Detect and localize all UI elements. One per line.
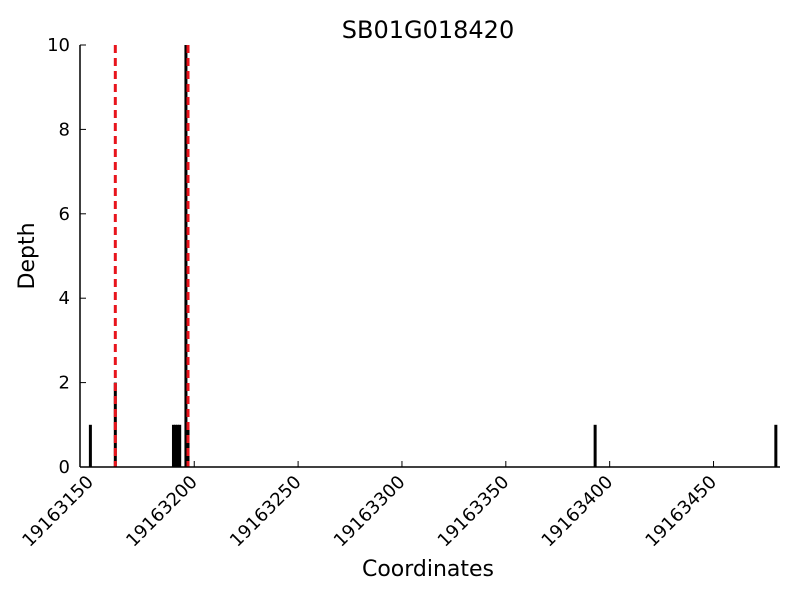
depth-bar [593,424,597,467]
chart-title: SB01G018420 [342,16,514,44]
y-ticks-layer: 0 2 4 6 8 10 [47,35,86,478]
x-ticks-layer: 19163150 19163200 19163250 19163300 19163350… [18,461,721,551]
depth-bar [171,424,175,467]
y-tick-label: 6 [59,204,70,225]
x-tick-label: 19163350 [434,472,514,552]
x-tick-label: 19163250 [226,472,306,552]
x-tick-label: 19163200 [122,472,202,552]
axes-layer [79,45,780,468]
y-tick-label: 4 [59,288,70,309]
depth-bar [174,424,178,467]
depth-bar [184,45,188,467]
depth-bar [88,424,92,467]
y-tick-label: 0 [59,457,70,478]
depth-bar [186,424,190,467]
y-axis-label: Depth [15,222,40,289]
reference-lines-layer [113,45,190,467]
depth-bar [176,424,180,467]
depth-bar [774,424,778,467]
y-tick-label: 10 [47,35,70,56]
x-tick-label: 19163300 [330,472,410,552]
bars-layer [88,45,778,467]
x-axis-label: Coordinates [362,557,494,582]
x-tick-label: 19163400 [538,472,618,552]
y-tick-label: 2 [59,373,70,394]
y-tick-label: 8 [59,119,70,140]
depth-bar [178,424,182,467]
x-tick-label: 19163450 [641,472,721,552]
x-tick-label: 19163150 [18,472,98,552]
